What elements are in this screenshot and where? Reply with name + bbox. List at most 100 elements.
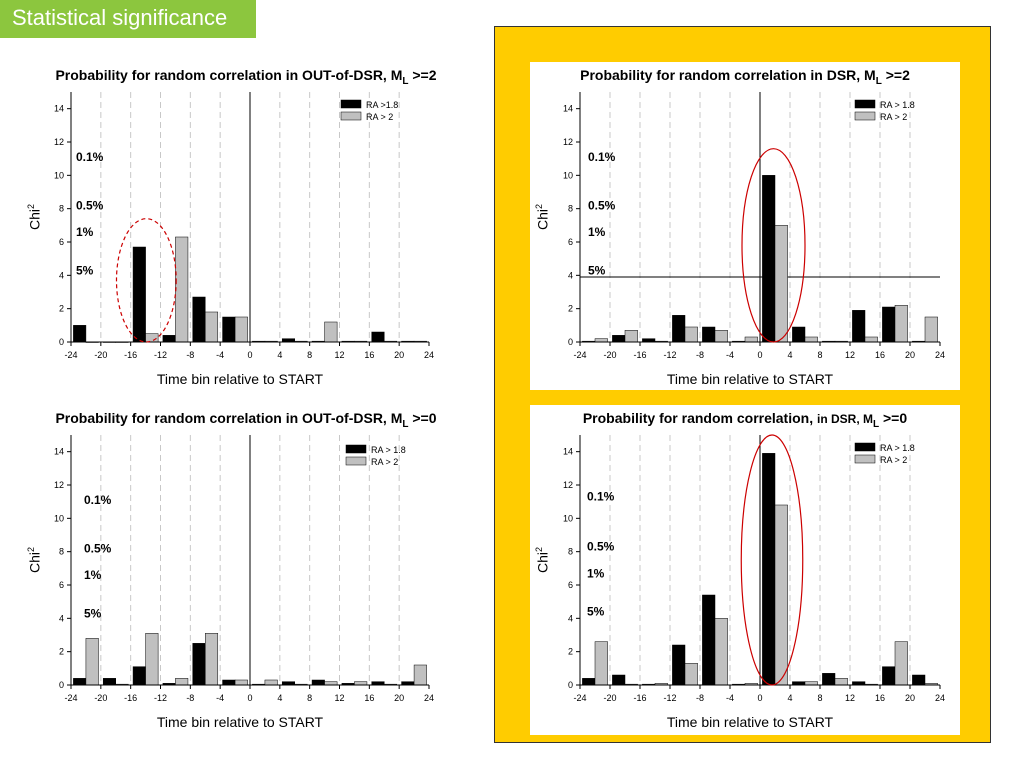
slide-title: Statistical significance [0,0,256,38]
chart-title-tail: >=2 [881,67,910,83]
chart-title-mid: in DSR, M [817,412,873,426]
x-tick-label: -4 [216,693,224,703]
significance-label: 5% [84,606,102,620]
x-tick-label: -24 [64,350,77,360]
bar-series2 [684,326,698,343]
x-tick-label: -12 [154,350,167,360]
x-tick-label: 8 [307,693,312,703]
bar-series2 [594,641,608,686]
x-tick-label: -20 [603,350,616,360]
x-tick-label: -8 [186,693,194,703]
x-tick-label: -12 [154,693,167,703]
bar-series2 [714,330,728,343]
legend-label: RA >1.8 [366,100,398,110]
x-tick-label: 16 [875,693,885,703]
bar-series1 [672,315,686,343]
legend-label: RA > 1.8 [880,100,915,110]
y-tick-label: 4 [568,270,573,280]
bar-series2 [205,633,219,686]
y-tick-label: 10 [563,170,573,180]
x-tick-label: 24 [935,693,945,703]
significance-label: 5% [76,263,94,277]
bar-series1 [73,325,87,343]
y-tick-label: 12 [563,137,573,147]
bar-series1 [702,594,716,686]
x-tick-label: 20 [905,350,915,360]
x-tick-label: 4 [277,350,282,360]
chart-title-tail: >=0 [879,410,908,426]
legend-label: RA > 2 [366,112,393,122]
x-tick-label: -4 [726,693,734,703]
x-tick-label: -16 [633,350,646,360]
x-tick-label: 12 [845,693,855,703]
x-tick-label: 16 [364,693,374,703]
x-tick-label: 4 [787,350,792,360]
highlight-ellipse [740,434,804,686]
y-tick-label: 2 [568,304,573,314]
x-tick-label: 4 [277,693,282,703]
legend-swatch [340,111,362,121]
bar-series2 [205,311,219,343]
chart-title: Probability for random correlation in OU… [16,410,476,430]
chart-title-main: Probability for random correlation in OU… [55,410,403,426]
bar-series2 [774,225,788,343]
bar-series1 [132,246,146,343]
legend-label: RA > 1.8 [880,443,915,453]
bar-series2 [624,330,638,343]
x-tick-label: 0 [757,350,762,360]
bar-series2 [413,664,427,686]
legend-label: RA > 1.8 [371,445,406,455]
bar-series1 [882,666,896,686]
x-tick-label: 20 [394,693,404,703]
y-tick-label: 0 [568,337,573,347]
bar-series2 [894,305,908,343]
chart-out-of-dsr-ml0: Probability for random correlation in OU… [16,405,476,735]
y-tick-label: 2 [568,647,573,657]
x-tick-label: 0 [757,693,762,703]
x-tick-label: 16 [875,350,885,360]
x-tick-label: 12 [334,693,344,703]
bar-series2 [714,618,728,686]
x-tick-label: -16 [124,350,137,360]
legend-swatch [854,99,876,109]
x-tick-label: -16 [124,693,137,703]
legend-swatch [340,99,362,109]
bar-series2 [894,641,908,686]
significance-label: 1% [588,225,606,239]
x-tick-label: 8 [817,693,822,703]
x-tick-label: 8 [817,350,822,360]
bar-series2 [744,336,758,343]
bar-series2 [175,678,189,686]
legend-label: RA > 2 [880,455,907,465]
x-tick-label: -12 [663,693,676,703]
legend-swatch [345,444,367,454]
y-tick-label: 12 [54,480,64,490]
chart-title: Probability for random correlation in DS… [530,67,960,87]
bar-series1 [822,673,836,686]
chart-title-tail: >=0 [408,410,437,426]
x-tick-label: 0 [247,350,252,360]
y-tick-label: 12 [54,137,64,147]
bar-series1 [132,666,146,686]
x-tick-label: -24 [573,693,586,703]
y-tick-label: 10 [54,170,64,180]
chart-title-main: Probability for random correlation in DS… [580,67,876,83]
significance-label: 0.1% [588,150,616,164]
bar-series1 [882,306,896,343]
chart-title-subscript: L [873,418,880,430]
y-tick-label: 10 [54,513,64,523]
y-tick-label: 4 [59,613,64,623]
bar-series2 [924,316,938,343]
bar-series2 [834,678,848,686]
bar-series1 [612,674,626,686]
bar-series1 [912,674,926,686]
significance-label: 0.1% [76,150,104,164]
bar-series1 [192,643,206,686]
chart-title: Probability for random correlation in OU… [16,67,476,87]
x-tick-label: -4 [726,350,734,360]
y-tick-label: 0 [59,680,64,690]
bar-series2 [264,679,278,686]
x-tick-label: 12 [845,350,855,360]
significance-label: 0.1% [84,493,112,507]
